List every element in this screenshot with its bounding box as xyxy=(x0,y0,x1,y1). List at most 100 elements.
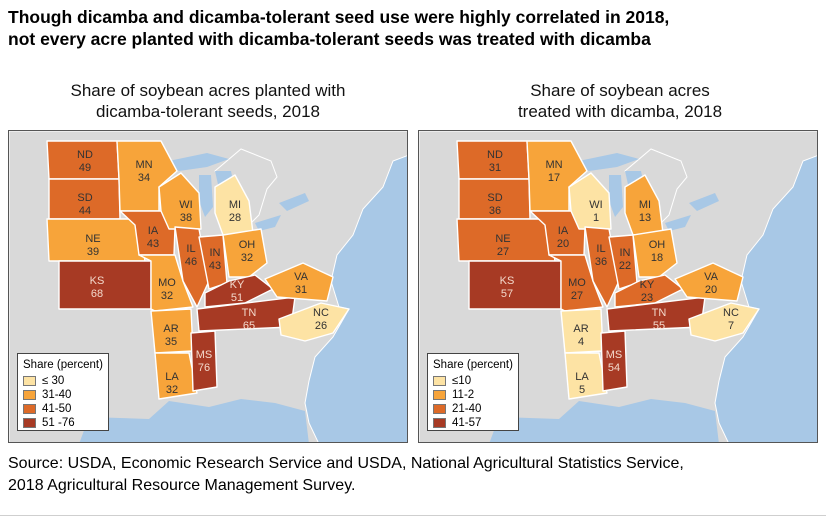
map-1-state-wi xyxy=(158,172,202,230)
map-1-state-value-ar: 35 xyxy=(165,336,177,348)
map-1-heading-line-2: dicamba-tolerant seeds, 2018 xyxy=(96,102,320,121)
map-1-legend-label: 41-50 xyxy=(42,403,72,415)
map-1-state-label-ar: AR xyxy=(163,323,178,335)
map-2-legend-label: 21-40 xyxy=(452,403,482,415)
map-2-state-label-ne: NE xyxy=(495,233,510,245)
map-2-legend-item: ≤10 xyxy=(433,374,514,388)
map-1-state-label-wi: WI xyxy=(179,199,192,211)
source-note: Source: USDA, Economic Research Service … xyxy=(8,453,820,497)
map-2-state-value-ky: 23 xyxy=(641,292,653,304)
map-1-legend-label: 51 -76 xyxy=(42,417,75,429)
map-1-state-la xyxy=(154,352,198,400)
map-2-state-label-mo: MO xyxy=(568,277,586,289)
map-1-state-label-tn: TN xyxy=(242,307,257,319)
map-2-state-label-nc: NC xyxy=(723,307,739,319)
map-2-water-body xyxy=(569,153,639,171)
map-2-water-body xyxy=(665,215,691,231)
map-1-legend-swatch xyxy=(23,404,36,414)
map-2-state-value-in: 22 xyxy=(619,260,631,272)
map-2-state-value-ar: 4 xyxy=(578,336,584,348)
map-2-legend-item: 41-57 xyxy=(433,416,514,430)
map-2-legend-swatch xyxy=(433,418,446,428)
map-1-state-label-oh: OH xyxy=(239,239,256,251)
map-1-state-label-va: VA xyxy=(294,271,309,283)
map-2-legend-swatch xyxy=(433,390,446,400)
map-2-state-ks xyxy=(468,260,562,310)
map-1-legend-swatch xyxy=(23,418,36,428)
map-1-heading-line-1: Share of soybean acres planted with xyxy=(70,81,346,100)
map-1-state-value-va: 31 xyxy=(295,284,307,296)
map-1-legend-item: ≤ 30 xyxy=(23,374,104,388)
map-2-legend-item: 11-2 xyxy=(433,388,514,402)
map-1-state-label-ia: IA xyxy=(148,225,159,237)
map-2-state-label-tn: TN xyxy=(652,307,667,319)
map-1-legend-item: 31-40 xyxy=(23,388,104,402)
map-2-state-mo xyxy=(548,254,604,312)
map-1-heading: Share of soybean acres planted with dica… xyxy=(8,80,408,122)
map-2-state-va xyxy=(674,262,744,302)
map-2-state-label-nd: ND xyxy=(487,149,503,161)
map-2-state-label-sd: SD xyxy=(487,192,502,204)
map-2-state-label-ky: KY xyxy=(640,279,655,291)
map-1-state-value-ms: 76 xyxy=(198,362,210,374)
map-2-state-value-la: 5 xyxy=(579,384,585,396)
map-1-state-value-ne: 39 xyxy=(87,246,99,258)
map-1-state-value-ia: 43 xyxy=(147,238,159,250)
map-2-state-value-wi: 1 xyxy=(593,212,599,224)
map-1-water-body xyxy=(79,399,309,442)
map-1-legend-item: 51 -76 xyxy=(23,416,104,430)
map-1-state-label-la: LA xyxy=(165,371,179,383)
map-2-legend-label: ≤10 xyxy=(452,375,472,387)
map-2-state-label-mn: MN xyxy=(545,159,562,171)
map-1-state-ks xyxy=(58,260,152,310)
map-2-state-value-oh: 18 xyxy=(651,252,663,264)
chart-title: Though dicamba and dicamba-tolerant seed… xyxy=(8,6,820,50)
map-1-legend-label: 31-40 xyxy=(42,389,72,401)
map-1-state-value-mo: 32 xyxy=(161,290,173,302)
map-2-state-label-wi: WI xyxy=(589,199,602,211)
map-1-state-value-la: 32 xyxy=(166,384,178,396)
map-2-state-value-ne: 27 xyxy=(497,246,509,258)
map-2-state-label-ia: IA xyxy=(558,225,569,237)
map-1-state-value-nc: 26 xyxy=(315,320,327,332)
map-1-state-value-ks: 68 xyxy=(91,288,103,300)
map-2-legend-label: 41-57 xyxy=(452,417,482,429)
map-1-state-label-il: IL xyxy=(186,243,195,255)
map-2-state-ms xyxy=(600,330,628,392)
map-2-state-label-ks: KS xyxy=(500,275,515,287)
source-note-line-2: 2018 Agricultural Resource Management Su… xyxy=(8,477,356,494)
bottom-divider xyxy=(0,515,826,516)
map-2-state-value-va: 20 xyxy=(705,284,717,296)
map-1-state-label-mo: MO xyxy=(158,277,176,289)
map-1-state-label-nd: ND xyxy=(77,149,93,161)
map-2-water-body xyxy=(609,175,623,217)
map-1-state-value-oh: 32 xyxy=(241,252,253,264)
map-2-water-body xyxy=(489,399,719,442)
map-2-state-value-mi: 13 xyxy=(639,212,651,224)
map-2-legend-item: 21-40 xyxy=(433,402,514,416)
map-1-legend: Share (percent) ≤ 30 31-40 41-50 51 -76 xyxy=(17,353,109,431)
map-1-state-value-tn: 65 xyxy=(243,320,255,332)
map-1-water-body xyxy=(199,175,213,217)
map-2-state-value-ia: 20 xyxy=(557,238,569,250)
map-1-state-ms xyxy=(190,330,218,392)
map-1-state-mo xyxy=(138,254,194,312)
map-2-panel: ND 31 SD 36 NE 27 KS 57 MN 17 IA 20 MO 27 AR 4 LA 5 MS 54 WI… xyxy=(418,130,818,443)
map-1-state-label-nc: NC xyxy=(313,307,329,319)
map-1-legend-item: 41-50 xyxy=(23,402,104,416)
map-2-legend-label: 11-2 xyxy=(452,389,475,401)
map-1-state-value-nd: 49 xyxy=(79,162,91,174)
map-1-state-value-wi: 38 xyxy=(180,212,192,224)
map-2-state-label-ms: MS xyxy=(606,349,623,361)
map-1-water-body xyxy=(159,153,229,171)
source-note-line-1: Source: USDA, Economic Research Service … xyxy=(8,455,684,472)
map-2-legend-swatch xyxy=(433,404,446,414)
map-2-state-label-ar: AR xyxy=(573,323,588,335)
map-2-legend-title: Share (percent) xyxy=(433,359,513,371)
map-2-state-value-mn: 17 xyxy=(548,172,560,184)
map-1-state-nc xyxy=(278,302,350,342)
map-1-legend-swatch xyxy=(23,390,36,400)
map-2-state-mn xyxy=(526,140,588,212)
map-2-heading: Share of soybean acres treated with dica… xyxy=(420,80,820,122)
map-1-state-value-sd: 44 xyxy=(79,205,91,217)
